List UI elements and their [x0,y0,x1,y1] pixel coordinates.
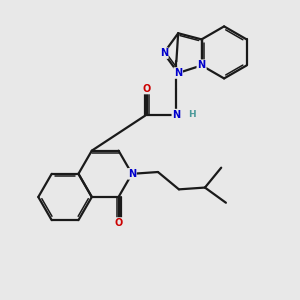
Text: N: N [128,169,136,179]
Text: N: N [197,60,206,70]
Text: O: O [114,218,123,228]
Text: N: N [160,48,168,58]
Text: N: N [197,60,206,70]
Text: N: N [172,110,180,120]
Text: N: N [174,68,182,78]
Text: O: O [142,83,151,94]
Text: H: H [188,110,195,119]
